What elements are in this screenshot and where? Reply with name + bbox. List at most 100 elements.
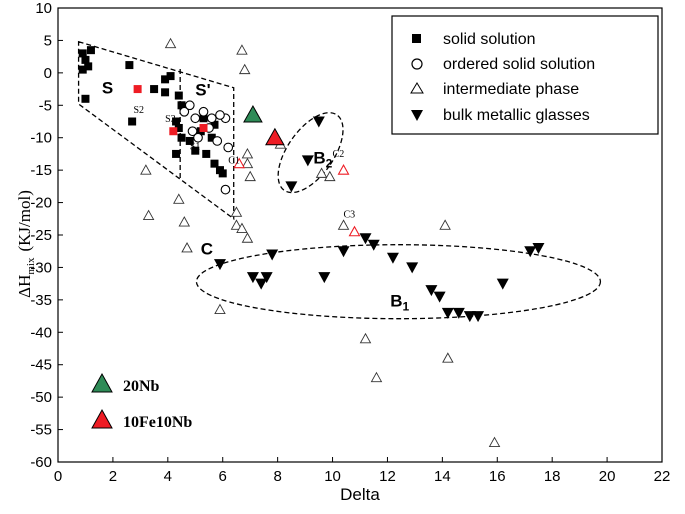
- x-tick-label: 2: [109, 468, 117, 485]
- point-1: [210, 159, 219, 168]
- point-1: [177, 133, 186, 142]
- x-tick-label: 20: [599, 468, 616, 485]
- y-axis-title-main: ΔH: [15, 275, 34, 298]
- x-tick-label: 4: [164, 468, 172, 485]
- point-3: [236, 44, 248, 55]
- point-3: [244, 170, 256, 182]
- point-3: [173, 193, 185, 204]
- y-tick-label: -40: [30, 324, 52, 341]
- point-2: [212, 136, 223, 146]
- point-3: [236, 222, 248, 233]
- y-tick-label: -45: [30, 357, 52, 374]
- point-4: [255, 278, 268, 290]
- point-3: [241, 157, 254, 169]
- region-s-outline: [77, 40, 235, 221]
- point-1: [207, 133, 216, 142]
- x-tick-label: 8: [273, 468, 281, 485]
- annotations: S S' B2 C B1 S2 S3 S1 C1 C2 C3: [102, 79, 410, 314]
- legend-label-ordered-solid-solution: ordered solid solution: [443, 56, 595, 73]
- point-1: [161, 75, 170, 84]
- point-5: [243, 104, 263, 123]
- y-tick-label: -20: [30, 195, 52, 212]
- point-label: S3: [165, 114, 176, 125]
- point-1: [172, 117, 181, 126]
- point-3: [164, 37, 177, 49]
- x-tick-label: 18: [544, 468, 561, 485]
- point-3: [230, 219, 243, 230]
- point-1: [84, 62, 93, 71]
- point-1: [174, 91, 183, 100]
- x-tick-label: 12: [379, 468, 396, 485]
- point-label: C2: [333, 149, 345, 160]
- y-axis-title: ΔHmix (KJ/mol): [15, 190, 37, 298]
- point-1: [166, 72, 175, 81]
- legend-label-solid-solution: solid solution: [443, 31, 536, 48]
- point-4: [312, 116, 325, 128]
- point-2: [215, 110, 225, 120]
- point-4: [367, 239, 380, 251]
- point-6: [265, 127, 285, 146]
- region-label: B2: [313, 149, 332, 171]
- x-tick-label: 22: [654, 468, 671, 485]
- point-4: [260, 272, 273, 284]
- point-1: [172, 149, 181, 158]
- point-4: [246, 272, 259, 284]
- point-2: [179, 106, 190, 117]
- point-3: [181, 242, 193, 253]
- y-tick-label: 5: [44, 32, 52, 49]
- point-1: [185, 136, 194, 145]
- point-1: [81, 55, 90, 64]
- point-label: S1: [190, 141, 201, 152]
- point-1: [128, 117, 137, 126]
- region-b2-outline: [277, 112, 344, 194]
- point-4: [452, 307, 465, 319]
- point-2: [187, 126, 198, 137]
- point-1: [202, 149, 211, 158]
- point-3: [442, 352, 454, 363]
- point-label: C3: [344, 209, 356, 220]
- y-tick-label: -55: [30, 422, 52, 439]
- point-4: [266, 249, 279, 261]
- y-tick-label: -30: [30, 259, 52, 276]
- y-axis-title-unit: (KJ/mol): [15, 190, 34, 251]
- point-3: [142, 209, 155, 220]
- point-1: [161, 88, 170, 97]
- inset-marker-10fe10nb: [91, 408, 113, 429]
- point-3: [324, 170, 336, 182]
- point-1: [218, 169, 227, 178]
- point-4: [406, 262, 419, 274]
- legend-label-bulk-metallic-glasses: bulk metallic glasses: [443, 107, 590, 124]
- point-3: [214, 303, 226, 315]
- point-4: [524, 246, 537, 258]
- point-3: [337, 219, 350, 230]
- red-square-point: [133, 85, 142, 94]
- point-2: [193, 132, 203, 143]
- x-tick-label: 10: [324, 468, 341, 485]
- red-triangle-point: [233, 157, 246, 169]
- y-tick-label: -5: [39, 97, 52, 114]
- red-square-point: [169, 127, 178, 136]
- point-2: [220, 184, 231, 195]
- y-tick-label: -50: [30, 389, 52, 406]
- legend-marker-bulk-metallic-glasses: [411, 110, 423, 121]
- inset-marker-20nb: [91, 372, 113, 393]
- point-1: [210, 120, 219, 129]
- y-axis-title-subscript: mix: [25, 257, 37, 275]
- x-axis-title: Delta: [340, 485, 380, 504]
- region-label: S: [102, 79, 113, 98]
- point-4: [285, 181, 298, 193]
- legend-box: [391, 15, 659, 135]
- point-4: [337, 246, 350, 258]
- point-1: [78, 49, 87, 58]
- point-3: [488, 436, 501, 447]
- point-label: S2: [134, 105, 145, 116]
- point-3: [241, 148, 254, 159]
- point-4: [463, 311, 476, 323]
- y-tick-label: 0: [44, 65, 52, 82]
- point-4: [359, 233, 372, 245]
- point-1: [125, 61, 134, 70]
- point-1: [86, 46, 95, 55]
- inset-label-10fe10nb: 10Fe10Nb: [123, 414, 192, 431]
- legend-marker-solid-solution: [412, 34, 421, 43]
- point-2: [206, 113, 217, 124]
